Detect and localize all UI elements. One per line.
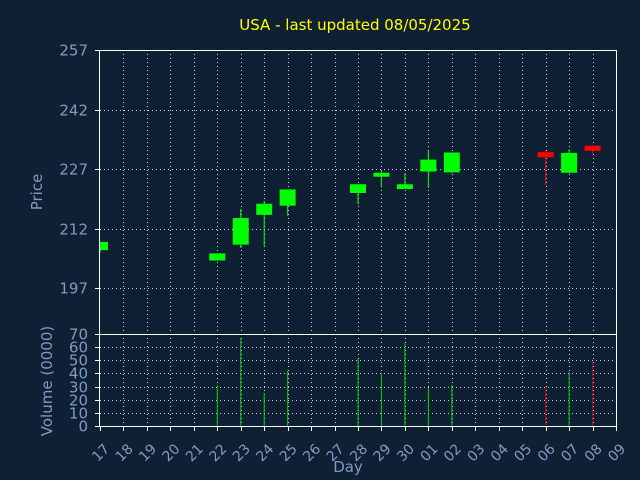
x-tick-label: 30 (394, 441, 418, 465)
x-tick-label: 08 (582, 441, 606, 465)
candle-body (232, 218, 249, 245)
x-tick-label: 26 (300, 441, 324, 465)
x-tick-label: 05 (511, 441, 535, 465)
candle-body (209, 253, 226, 261)
price-tick-label: 197 (59, 280, 88, 298)
volume-tick-label: 0 (78, 418, 88, 436)
price-tick-label: 257 (59, 42, 88, 60)
volume-tick-label: 10 (69, 405, 88, 423)
x-tick-label: 18 (113, 441, 137, 465)
candle-body (420, 159, 437, 172)
x-tick-label: 29 (371, 441, 395, 465)
candle-body (584, 145, 601, 151)
volume-tick-label: 20 (69, 392, 88, 410)
candle-body (373, 172, 390, 177)
candle-body (100, 241, 108, 251)
x-tick-label: 03 (464, 441, 488, 465)
candle-body (443, 152, 460, 173)
price-grid (95, 50, 616, 334)
volume-tick-label: 70 (69, 326, 88, 344)
candle-body (396, 184, 413, 190)
volume-tick-label: 40 (69, 365, 88, 383)
x-tick-label: 24 (253, 441, 277, 465)
x-tick-label: 21 (183, 441, 207, 465)
x-tick-label: 20 (160, 441, 184, 465)
x-axis-label: Day (333, 458, 363, 476)
x-tick-label: 19 (136, 441, 160, 465)
volume-bars (216, 337, 594, 426)
candles (99, 145, 601, 261)
chart-title: USA - last updated 08/05/2025 (239, 16, 470, 34)
candle-body (256, 203, 273, 215)
candle-body (350, 184, 366, 193)
x-tick-label: 02 (441, 441, 465, 465)
x-tick-label: 23 (230, 441, 254, 465)
volume-grid (95, 334, 616, 427)
x-tick-label: 17 (89, 441, 113, 465)
price-tick-label: 227 (59, 161, 88, 179)
volume-tick-label: 60 (69, 339, 88, 357)
x-tick-label: 07 (558, 441, 582, 465)
x-tick-label: 09 (605, 441, 629, 465)
x-tick-label: 01 (418, 441, 442, 465)
price-axis-ticks: 257 242 227 212 197 (59, 42, 88, 298)
candle-body (279, 189, 296, 206)
volume-axis-label: Volume (0000) (38, 326, 56, 436)
price-axis-label: Price (28, 174, 46, 211)
price-tick-label: 212 (59, 221, 88, 239)
volume-tick-label: 50 (69, 352, 88, 370)
x-tick-label: 25 (277, 441, 301, 465)
candle-body (537, 152, 554, 158)
volume-tick-label: 30 (69, 379, 88, 397)
candle-body (561, 152, 578, 173)
price-tick-label: 242 (59, 102, 88, 120)
x-tick-label: 06 (535, 441, 559, 465)
x-tick-label: 22 (206, 441, 230, 465)
x-tick-label: 04 (488, 441, 512, 465)
